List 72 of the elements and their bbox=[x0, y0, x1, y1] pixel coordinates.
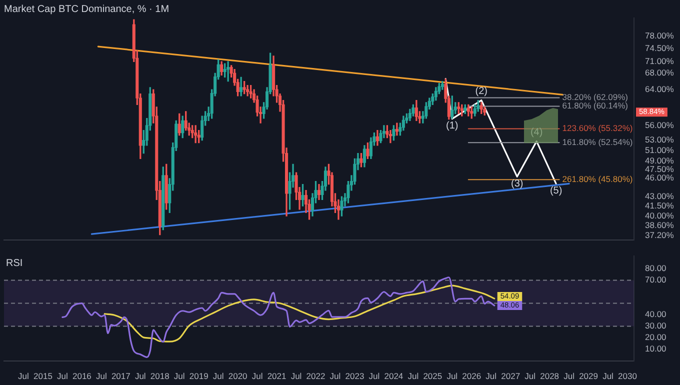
y-tick-label: 78.00% bbox=[645, 30, 674, 41]
series-label: 261.80% (45.80%) bbox=[562, 174, 633, 184]
x-tick-label: Jul bbox=[96, 371, 107, 382]
annotation: (3) bbox=[510, 178, 524, 190]
x-tick-label: 2029 bbox=[579, 371, 598, 382]
y-tick-label: 49.00% bbox=[645, 156, 674, 166]
x-tick-label: 2018 bbox=[150, 371, 170, 382]
line-series bbox=[104, 284, 496, 342]
x-tick-label: Jul bbox=[134, 371, 146, 382]
series-label: 38.20% (62.09%) bbox=[562, 92, 628, 102]
x-tick-label: 2026 bbox=[462, 371, 482, 382]
y-tick-label: 74.50% bbox=[645, 43, 674, 54]
x-tick-label: 2017 bbox=[111, 371, 131, 382]
y-tick-label: 43.00% bbox=[645, 190, 674, 201]
chart-title: RSI bbox=[6, 258, 23, 269]
y-tick-label: 20.00 bbox=[645, 332, 667, 342]
x-tick-label: Jul bbox=[174, 371, 185, 382]
candlestick bbox=[246, 85, 250, 96]
x-tick-label: 2025 bbox=[423, 371, 442, 382]
y-tick-label: 64.00% bbox=[645, 84, 674, 94]
x-tick-label: Jul bbox=[446, 371, 458, 382]
x-tick-label: Jul bbox=[290, 371, 302, 382]
x-tick-label: 2015 bbox=[34, 371, 53, 382]
annotation: (4) bbox=[530, 127, 543, 138]
x-tick-label: Jul bbox=[212, 371, 224, 382]
x-tick-label: Jul bbox=[330, 371, 341, 382]
candlestick bbox=[395, 122, 398, 136]
y-tick-label: 71.00% bbox=[645, 56, 674, 66]
y-tick-label: 37.20% bbox=[645, 230, 674, 240]
x-tick-label: Jul bbox=[524, 371, 536, 382]
y-tick-label: 56.00% bbox=[645, 120, 674, 130]
x-tick-label: 2016 bbox=[72, 371, 92, 382]
y-tick-label: 40.00 bbox=[645, 309, 667, 320]
x-tick-label: 2020 bbox=[228, 371, 248, 382]
candlestick bbox=[226, 61, 230, 82]
y-tick-label: 68.00% bbox=[645, 68, 674, 78]
y-tick-label: 30.00 bbox=[645, 320, 667, 331]
x-tick-label: Jul bbox=[57, 371, 68, 382]
series-label: 61.80% (60.14%) bbox=[562, 100, 628, 111]
x-tick-label: Jul bbox=[602, 371, 614, 382]
y-tick-label: 51.00% bbox=[645, 144, 674, 155]
annotation: (2) bbox=[475, 86, 488, 98]
series-label: 161.80% (52.54%) bbox=[562, 136, 633, 147]
x-tick-label: 2023 bbox=[345, 371, 364, 382]
x-tick-label: 2024 bbox=[384, 371, 404, 382]
x-tick-label: 2019 bbox=[189, 371, 209, 382]
y-tick-label: 10.00 bbox=[645, 344, 667, 354]
x-tick-label: Jul bbox=[368, 371, 380, 382]
y-tick-label: 80.00 bbox=[645, 263, 667, 274]
x-tick-label: Jul bbox=[18, 371, 30, 382]
x-tick-label: Jul bbox=[486, 371, 497, 382]
chart-title: Market Cap BTC Dominance, % · 1M bbox=[4, 4, 170, 15]
y-tick-label: 47.50% bbox=[645, 164, 674, 174]
x-tick-label: 2021 bbox=[267, 371, 287, 382]
x-tick-label: 2027 bbox=[501, 371, 520, 382]
y-tick-label: 38.60% bbox=[645, 220, 674, 230]
y-tick-label: 70.00 bbox=[645, 274, 667, 285]
x-tick-label: 2028 bbox=[540, 371, 560, 382]
y-tick-label: 40.00% bbox=[645, 210, 674, 220]
y-tick-label: 41.50% bbox=[645, 200, 674, 210]
x-tick-label: Jul bbox=[252, 371, 263, 382]
x-tick-label: 2022 bbox=[306, 371, 326, 382]
candlestick bbox=[240, 76, 243, 96]
x-tick-label: Jul bbox=[564, 371, 575, 382]
y-tick-label: 53.00% bbox=[645, 134, 674, 145]
x-tick-label: Jul bbox=[408, 371, 419, 382]
x-tick-label: 2030 bbox=[618, 371, 638, 382]
annotation: (5) bbox=[550, 185, 562, 196]
series-label: 123.60% (55.32%) bbox=[562, 123, 633, 134]
line-series bbox=[62, 276, 496, 358]
y-tick-label: 46.00% bbox=[645, 172, 674, 183]
annotation: (1) bbox=[446, 120, 458, 132]
